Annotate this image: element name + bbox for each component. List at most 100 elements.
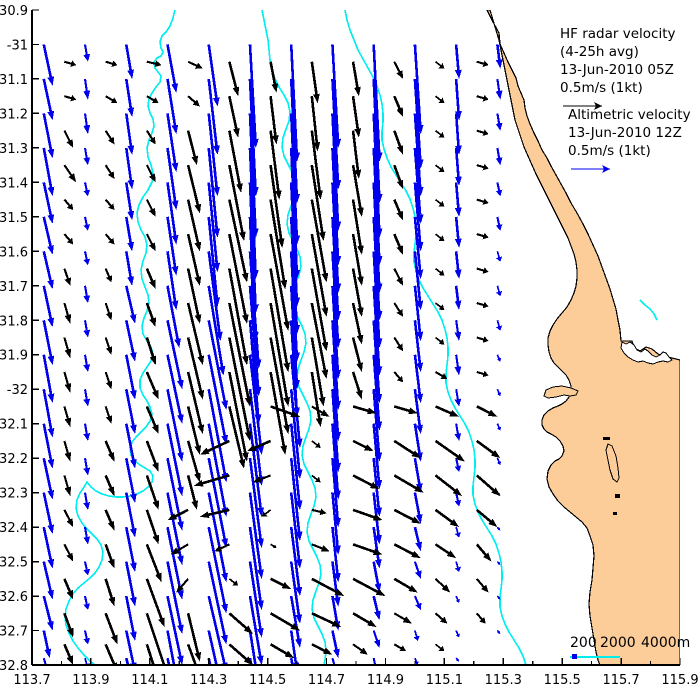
velocity-vector-head bbox=[321, 307, 329, 317]
velocity-vector-shaft bbox=[63, 578, 71, 592]
velocity-vector-head bbox=[152, 500, 159, 510]
y-tick-label: -31.8 bbox=[0, 314, 28, 329]
velocity-vector-head bbox=[257, 569, 264, 579]
velocity-vector-shaft bbox=[186, 406, 200, 447]
velocity-vector-head bbox=[411, 550, 421, 559]
velocity-vector-shaft bbox=[166, 44, 176, 85]
velocity-vector-head bbox=[129, 314, 137, 324]
velocity-vector-shaft bbox=[331, 389, 339, 464]
velocity-vector-head bbox=[66, 203, 74, 210]
velocity-vector-head bbox=[221, 572, 228, 583]
velocity-vector-shaft bbox=[413, 526, 420, 543]
velocity-vector-head bbox=[64, 277, 72, 286]
velocity-vector-shaft bbox=[42, 320, 53, 357]
velocity-vector-shaft bbox=[372, 458, 380, 508]
velocity-vector-shaft bbox=[42, 388, 53, 429]
velocity-vector-shaft bbox=[145, 164, 153, 176]
velocity-vector-head bbox=[213, 262, 221, 272]
velocity-vector-head bbox=[108, 558, 115, 569]
velocity-vector-shaft bbox=[270, 405, 292, 416]
velocity-vector-head bbox=[333, 597, 341, 607]
velocity-vector-head bbox=[281, 582, 292, 590]
velocity-vector-shaft bbox=[310, 164, 324, 233]
velocity-vector-head bbox=[438, 63, 445, 69]
legend-altimetric-line3: 0.5m/s (1kt) bbox=[568, 143, 651, 159]
velocity-vector-shaft bbox=[63, 440, 69, 454]
velocity-vector-shaft bbox=[289, 492, 301, 560]
velocity-vector-head bbox=[277, 238, 285, 248]
velocity-vector-shaft bbox=[166, 492, 182, 557]
velocity-vector-shaft bbox=[435, 164, 442, 170]
velocity-vector-head bbox=[402, 616, 412, 624]
velocity-vector-shaft bbox=[145, 302, 154, 320]
velocity-vector-shaft bbox=[435, 198, 442, 205]
velocity-vector-shaft bbox=[331, 251, 340, 339]
velocity-vector-head bbox=[105, 415, 113, 424]
velocity-vector-shaft bbox=[496, 285, 500, 293]
velocity-vector-shaft bbox=[476, 198, 484, 203]
velocity-vector-head bbox=[321, 272, 329, 283]
velocity-vector-head bbox=[454, 499, 462, 507]
velocity-vector-head bbox=[47, 148, 55, 159]
velocity-vector-head bbox=[375, 588, 386, 597]
velocity-vector-head bbox=[495, 325, 503, 331]
velocity-vector-shaft bbox=[186, 130, 196, 157]
velocity-vector-shaft bbox=[145, 337, 155, 357]
velocity-vector-head bbox=[243, 656, 253, 665]
velocity-vector-shaft bbox=[455, 526, 459, 534]
velocity-vector-shaft bbox=[145, 405, 157, 427]
velocity-vector-head bbox=[370, 482, 380, 490]
bathymetry-contour-4000m bbox=[344, 10, 527, 665]
x-tick-label: 114.3 bbox=[190, 673, 227, 688]
velocity-vector-shaft bbox=[372, 423, 381, 481]
velocity-vector-head bbox=[455, 599, 460, 603]
velocity-vector-head bbox=[83, 124, 91, 135]
velocity-vector-head bbox=[438, 235, 445, 241]
velocity-vector-head bbox=[47, 110, 55, 121]
velocity-vector-head bbox=[359, 647, 368, 655]
velocity-vector-shaft bbox=[124, 182, 133, 212]
velocity-vector-head bbox=[47, 490, 55, 500]
islet-b bbox=[615, 494, 620, 498]
velocity-vector-shaft bbox=[248, 44, 257, 139]
velocity-vector-shaft bbox=[393, 233, 401, 247]
velocity-vector-shaft bbox=[63, 233, 71, 241]
velocity-vector-head bbox=[107, 520, 115, 531]
velocity-vector-shaft bbox=[393, 474, 417, 490]
velocity-vector-shaft bbox=[104, 440, 113, 454]
velocity-vector-shaft bbox=[83, 526, 88, 538]
scalebar: 200 2000 4000m bbox=[570, 635, 690, 659]
velocity-vector-shaft bbox=[166, 216, 177, 267]
velocity-vector-head bbox=[295, 500, 303, 510]
velocity-vector-shaft bbox=[124, 113, 133, 147]
velocity-vector-head bbox=[283, 424, 290, 435]
velocity-vector-shaft bbox=[331, 595, 339, 622]
velocity-vector-head bbox=[295, 531, 303, 541]
velocity-vector-shaft bbox=[207, 320, 226, 402]
velocity-vector-shaft bbox=[228, 130, 241, 185]
velocity-vector-shaft bbox=[124, 44, 132, 71]
velocity-vector-shaft bbox=[83, 595, 88, 605]
velocity-vector-head bbox=[171, 83, 179, 93]
velocity-vector-head bbox=[482, 129, 489, 136]
velocity-vector-shaft bbox=[475, 612, 483, 620]
velocity-vector-head bbox=[495, 256, 503, 262]
velocity-vector-shaft bbox=[83, 561, 88, 570]
velocity-vector-shaft bbox=[289, 423, 301, 502]
velocity-vector-shaft bbox=[187, 60, 198, 67]
velocity-vector-head bbox=[171, 300, 179, 310]
velocity-vector-shaft bbox=[228, 612, 248, 630]
velocity-vector-shaft bbox=[414, 630, 418, 637]
velocity-vector-head bbox=[479, 617, 486, 624]
velocity-vector-shaft bbox=[207, 182, 218, 264]
velocity-vector-head bbox=[396, 309, 404, 317]
velocity-vector-shaft bbox=[476, 370, 484, 375]
legend-hf-radar-line2: (4-25h avg) bbox=[560, 44, 639, 60]
velocity-vector-head bbox=[257, 538, 264, 548]
velocity-vector-shaft bbox=[476, 405, 490, 414]
land-polygon bbox=[486, 10, 680, 665]
velocity-vector-head bbox=[127, 69, 134, 79]
velocity-vector-shaft bbox=[434, 508, 453, 523]
velocity-vector-head bbox=[396, 276, 404, 286]
velocity-vector-shaft bbox=[207, 147, 218, 229]
